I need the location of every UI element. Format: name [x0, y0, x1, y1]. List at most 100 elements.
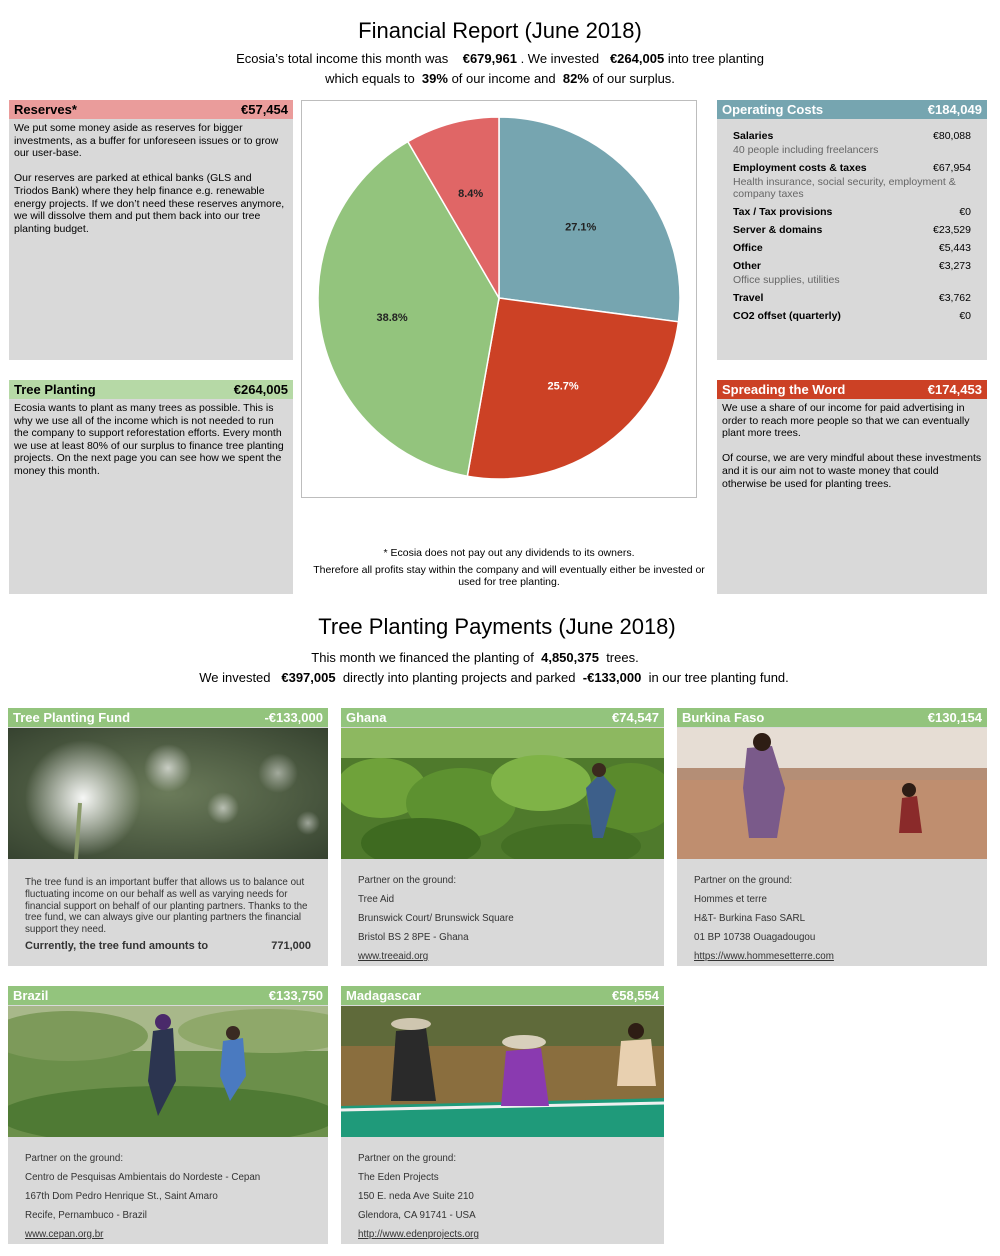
payments-line-1: This month we financed the planting of 4… — [0, 648, 950, 668]
partner-name: Tree Aid — [358, 894, 395, 905]
cost-value: €80,088 — [933, 130, 971, 142]
burkina-card: Burkina Faso €130,154 Partner on the gro… — [677, 708, 987, 966]
partner-link[interactable]: http://www.edenprojects.org — [358, 1229, 479, 1240]
cost-value: €0 — [959, 310, 971, 322]
cost-list: Salaries €80,088 40 people including fre… — [717, 119, 987, 325]
pie-chart: 27.1% 25.7% 38.8% 8.4% — [317, 116, 681, 480]
cost-note: 40 people including freelancers — [733, 144, 879, 156]
partner-label: Partner on the ground: — [25, 1153, 124, 1164]
burkina-amount: €130,154 — [927, 710, 982, 725]
cost-value: €67,954 — [933, 162, 971, 174]
projects-amount-value: €397,005 — [281, 670, 336, 685]
fund-amount: -€133,000 — [264, 710, 323, 725]
cost-note: Health insurance, social security, emplo… — [733, 176, 956, 200]
tree-planting-amount: €264,005 — [233, 382, 288, 397]
report-title: Financial Report (June 2018) — [358, 18, 642, 43]
cost-row-co2: CO2 offset (quarterly) €0 — [733, 307, 971, 325]
partner-label: Partner on the ground: — [358, 1153, 457, 1164]
footnote-line: * Ecosia does not pay out any dividends … — [383, 547, 635, 559]
cost-row-tax: Tax / Tax provisions €0 — [733, 203, 971, 221]
fund-total-value: 771,000 — [271, 939, 311, 952]
partner-label: Partner on the ground: — [694, 875, 793, 886]
spreading-title: Spreading the Word — [722, 382, 846, 397]
tree-planting-body: Ecosia wants to plant as many trees as p… — [9, 399, 293, 478]
ghana-card: Ghana €74,547 Partner on the ground: Tre… — [341, 708, 664, 966]
cost-row-employment: Employment costs & taxes €67,954 — [733, 159, 971, 177]
invested-value: €264,005 — [609, 51, 665, 66]
brazil-amount: €133,750 — [268, 988, 323, 1003]
cost-row-other: Other €3,273 — [733, 257, 971, 275]
cost-value: €0 — [959, 206, 971, 218]
cost-value: €5,443 — [938, 242, 971, 254]
cost-label: Other — [733, 260, 762, 272]
pie-chart-frame: 27.1% 25.7% 38.8% 8.4% — [301, 100, 697, 498]
reserves-header: Reserves* €57,454 — [9, 100, 293, 119]
partner-link[interactable]: www.cepan.org.br — [25, 1229, 104, 1240]
ghana-amount: €74,547 — [612, 710, 659, 725]
payments-text: We invested — [199, 670, 271, 685]
reserves-paragraph: Our reserves are parked at ethical banks… — [14, 172, 285, 235]
brazil-card: Brazil €133,750 Partner on the ground: C… — [8, 986, 328, 1244]
pie-slice — [406, 116, 500, 301]
trees-count-value: 4,850,375 — [541, 650, 599, 665]
cost-note: Office supplies, utilities — [733, 274, 840, 286]
reserves-body: We put some money aside as reserves for … — [9, 119, 293, 235]
partner-address: 167th Dom Pedro Henrique St., Saint Amar… — [25, 1191, 218, 1202]
brazil-info: Partner on the ground: Centro de Pesquis… — [8, 1137, 328, 1244]
summary-text: into tree planting — [667, 51, 764, 66]
tree-planting-header: Tree Planting €264,005 — [9, 380, 293, 399]
fund-total: Currently, the tree fund amounts to 771,… — [8, 936, 328, 952]
spreading-body: We use a share of our income for paid ad… — [717, 399, 987, 490]
parked-amount-value: -€133,000 — [582, 670, 642, 685]
summary-text: . We invested — [520, 51, 600, 66]
partner-city: Recife, Pernambuco - Brazil — [25, 1210, 147, 1221]
brazil-photo — [8, 1006, 328, 1137]
tree-planting-panel: Tree Planting €264,005 Ecosia wants to p… — [9, 380, 293, 594]
pie-slice-label: 25.7% — [548, 381, 579, 393]
report-summary-line-1: Ecosia’s total income this month was €67… — [0, 49, 1000, 69]
madagascar-header: Madagascar €58,554 — [341, 986, 664, 1005]
partner-link[interactable]: https://www.hommesetterre.com — [694, 951, 834, 962]
payments-text: trees. — [606, 650, 639, 665]
payments-text: directly into planting projects and park… — [342, 670, 576, 685]
footnote: * Ecosia does not pay out any dividends … — [301, 547, 717, 589]
partner-name: Centro de Pesquisas Ambientais do Nordes… — [25, 1172, 261, 1183]
spreading-paragraph: Of course, we are very mindful about the… — [722, 452, 982, 490]
cost-label: Travel — [733, 292, 764, 304]
reserves-title: Reserves* — [14, 102, 77, 117]
payments-text: This month we financed the planting of — [311, 650, 534, 665]
burkina-header: Burkina Faso €130,154 — [677, 708, 987, 727]
cost-row-salaries: Salaries €80,088 — [733, 127, 971, 145]
operating-costs-panel: Operating Costs €184,049 Salaries €80,08… — [717, 100, 987, 360]
partner-name: Hommes et terre — [694, 894, 767, 905]
partner-link[interactable]: www.treeaid.org — [358, 951, 429, 962]
reserves-panel: Reserves* €57,454 We put some money asid… — [9, 100, 293, 360]
madagascar-title: Madagascar — [346, 988, 422, 1003]
cost-label: Employment costs & taxes — [733, 162, 867, 174]
spreading-amount: €174,453 — [927, 382, 982, 397]
pie-slice-label: 27.1% — [565, 221, 596, 233]
cost-value: €3,762 — [938, 292, 971, 304]
summary-text: Ecosia’s total income this month was — [236, 51, 449, 66]
operating-costs-amount: €184,049 — [927, 102, 982, 117]
fund-header: Tree Planting Fund -€133,000 — [8, 708, 328, 727]
madagascar-card: Madagascar €58,554 Partner on the ground… — [341, 986, 664, 1244]
pie-slice-label: 8.4% — [458, 188, 483, 200]
spreading-panel: Spreading the Word €174,453 We use a sha… — [717, 380, 987, 594]
reserves-amount: €57,454 — [241, 102, 288, 117]
ghana-photo — [341, 728, 664, 859]
pie-slice-label: 38.8% — [376, 312, 407, 324]
dandelion-photo — [8, 728, 328, 859]
payments-title: Tree Planting Payments (June 2018) — [318, 614, 676, 639]
reserves-paragraph: We put some money aside as reserves for … — [14, 122, 279, 160]
partner-name: The Eden Projects — [358, 1172, 439, 1183]
cost-label: Salaries — [733, 130, 774, 142]
payments-text: in our tree planting fund. — [648, 670, 789, 685]
footnote-line: Therefore all profits stay within the co… — [313, 563, 705, 589]
summary-text: which equals to — [325, 71, 415, 86]
fund-title: Tree Planting Fund — [13, 710, 131, 725]
burkina-info: Partner on the ground: Hommes et terre H… — [677, 859, 987, 966]
fund-total-label: Currently, the tree fund amounts to — [25, 939, 209, 952]
brazil-title: Brazil — [13, 988, 49, 1003]
spreading-paragraph: We use a share of our income for paid ad… — [722, 402, 970, 440]
